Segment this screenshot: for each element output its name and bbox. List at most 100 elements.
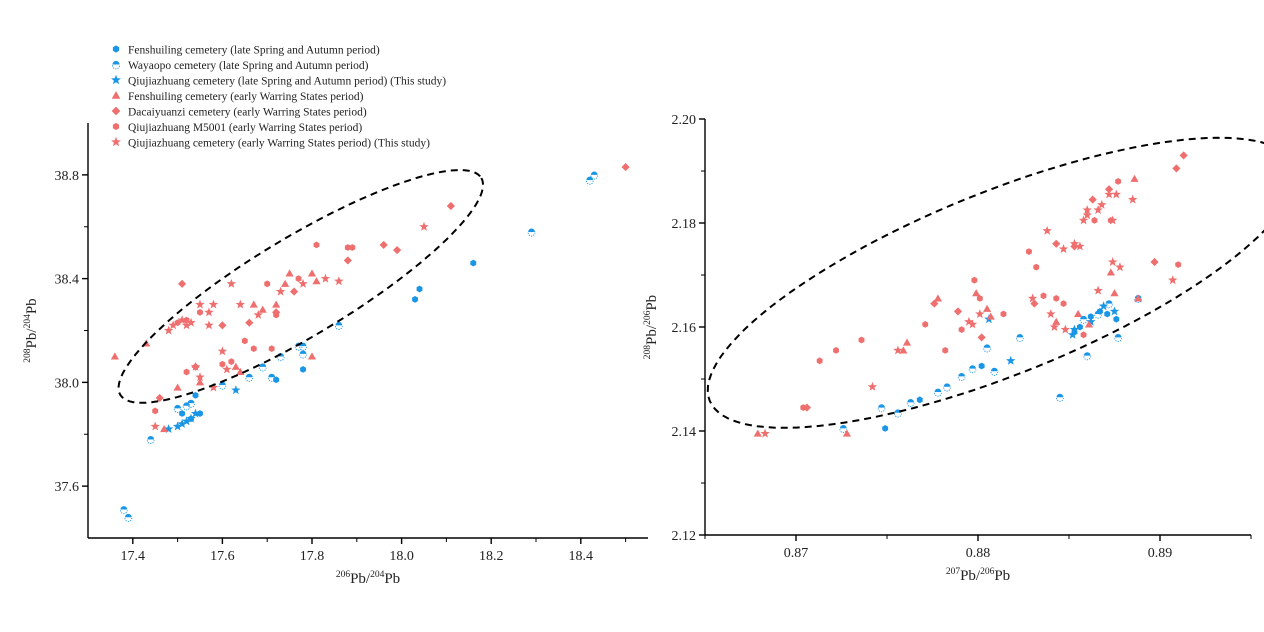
- data-point: [124, 513, 133, 522]
- data-point: [168, 320, 178, 330]
- data-point: [1093, 205, 1103, 214]
- data-point: [379, 240, 388, 249]
- data-point: [393, 246, 402, 255]
- data-point: [177, 315, 187, 325]
- data-point: [1110, 289, 1119, 297]
- legend-label: Qiujiazhuang cemetery (early Warring Sta…: [128, 138, 430, 150]
- data-point: [968, 365, 977, 374]
- data-point: [1088, 195, 1097, 204]
- legend-marker-star-icon: [111, 74, 121, 85]
- legend-item: Qiujiazhuang cemetery (late Spring and A…: [111, 74, 446, 88]
- element-symbol: Pb: [384, 571, 400, 587]
- data-point: [590, 171, 599, 180]
- data-point: [1046, 309, 1056, 318]
- series-6: [150, 221, 429, 431]
- isotope-mass-superscript: 206: [643, 310, 653, 325]
- legend-label: Wayaopo cemetery (late Spring and Autumn…: [128, 60, 369, 72]
- data-point: [1075, 241, 1085, 251]
- y-tick-label: 2.16: [672, 321, 697, 336]
- data-point: [178, 279, 187, 288]
- data-point: [975, 309, 985, 318]
- data-point: [349, 244, 356, 251]
- x-tick-label: 17.6: [210, 549, 235, 564]
- data-point: [882, 425, 889, 432]
- data-point: [1107, 215, 1118, 225]
- legend-item: Fenshuiling cemetery (early Warring Stat…: [111, 91, 364, 103]
- x-tick-label: 0.89: [1148, 546, 1173, 561]
- data-point: [155, 393, 164, 403]
- y-tick-label: 2.20: [672, 113, 697, 128]
- data-point: [231, 385, 241, 395]
- data-point: [320, 273, 331, 283]
- x-tick-label: 17.8: [300, 549, 325, 564]
- data-point: [192, 391, 199, 399]
- x-axis-label: 206Pb/204Pb: [336, 570, 400, 587]
- data-point: [1060, 324, 1071, 334]
- chart-208-204-vs-206-204: 17.4 17.6 17.8 18.0 18.2 18.4 37.6 38.0 38.4 38.8…: [23, 123, 648, 587]
- data-point: [1026, 248, 1032, 255]
- isotope-mass-superscript: 204: [23, 314, 33, 329]
- data-point: [930, 299, 939, 308]
- series-1: [839, 294, 1143, 433]
- data-point: [1109, 306, 1120, 316]
- data-point: [446, 201, 455, 211]
- data-point: [958, 326, 965, 333]
- data-point: [800, 404, 807, 411]
- series-6: [760, 189, 1178, 438]
- legend-label: Fenshuiling cemetery (early Warring Stat…: [128, 91, 364, 103]
- data-point: [236, 367, 245, 376]
- element-symbol: Pb/: [960, 568, 981, 584]
- data-point: [344, 244, 351, 251]
- legend-item: Qiujiazhuang cemetery (early Warring Sta…: [111, 136, 430, 150]
- data-point: [1134, 294, 1143, 302]
- data-point: [1000, 310, 1007, 318]
- data-point: [1016, 333, 1024, 342]
- data-point: [190, 408, 201, 418]
- data-point: [183, 368, 190, 376]
- data-point: [1053, 295, 1060, 302]
- data-point: [976, 295, 983, 302]
- data-point: [1098, 301, 1109, 311]
- data-point: [1040, 292, 1047, 300]
- data-point: [195, 299, 205, 309]
- data-point: [1056, 393, 1064, 402]
- data-point: [267, 373, 276, 382]
- data-point: [1114, 333, 1122, 342]
- data-point: [182, 402, 191, 411]
- data-point: [186, 317, 196, 327]
- data-point: [195, 378, 205, 386]
- data-point: [187, 399, 195, 408]
- x-tick-label: 18.2: [479, 549, 504, 564]
- data-point: [585, 176, 594, 185]
- x-tick-label: 18.0: [389, 549, 414, 564]
- data-point: [1067, 329, 1078, 339]
- data-point: [1082, 210, 1092, 220]
- data-point: [258, 305, 267, 313]
- data-point: [1106, 268, 1115, 276]
- data-point: [972, 289, 981, 297]
- data-point: [208, 299, 219, 309]
- data-point: [902, 338, 912, 346]
- data-point: [1080, 331, 1087, 339]
- confidence-ellipse: [706, 136, 1264, 429]
- data-point: [217, 346, 228, 356]
- data-point: [1042, 225, 1052, 235]
- legend-label: Fenshuiling cemetery (late Spring and Au…: [128, 45, 380, 57]
- data-point: [197, 308, 203, 316]
- data-point: [181, 320, 192, 330]
- data-point: [983, 304, 992, 312]
- data-point: [1069, 324, 1080, 334]
- data-point: [816, 357, 823, 365]
- data-point: [1104, 310, 1111, 318]
- x-axis-label: 207Pb/206Pb: [946, 567, 1010, 584]
- data-point: [839, 425, 848, 433]
- element-symbol: Pb: [994, 568, 1010, 584]
- data-point: [285, 269, 294, 277]
- data-point: [299, 350, 307, 359]
- data-point: [195, 372, 205, 382]
- data-point: [916, 396, 923, 404]
- series-1: [119, 171, 599, 522]
- data-point: [964, 316, 974, 326]
- data-point: [412, 295, 418, 303]
- isotope-mass-superscript: 208: [23, 348, 33, 363]
